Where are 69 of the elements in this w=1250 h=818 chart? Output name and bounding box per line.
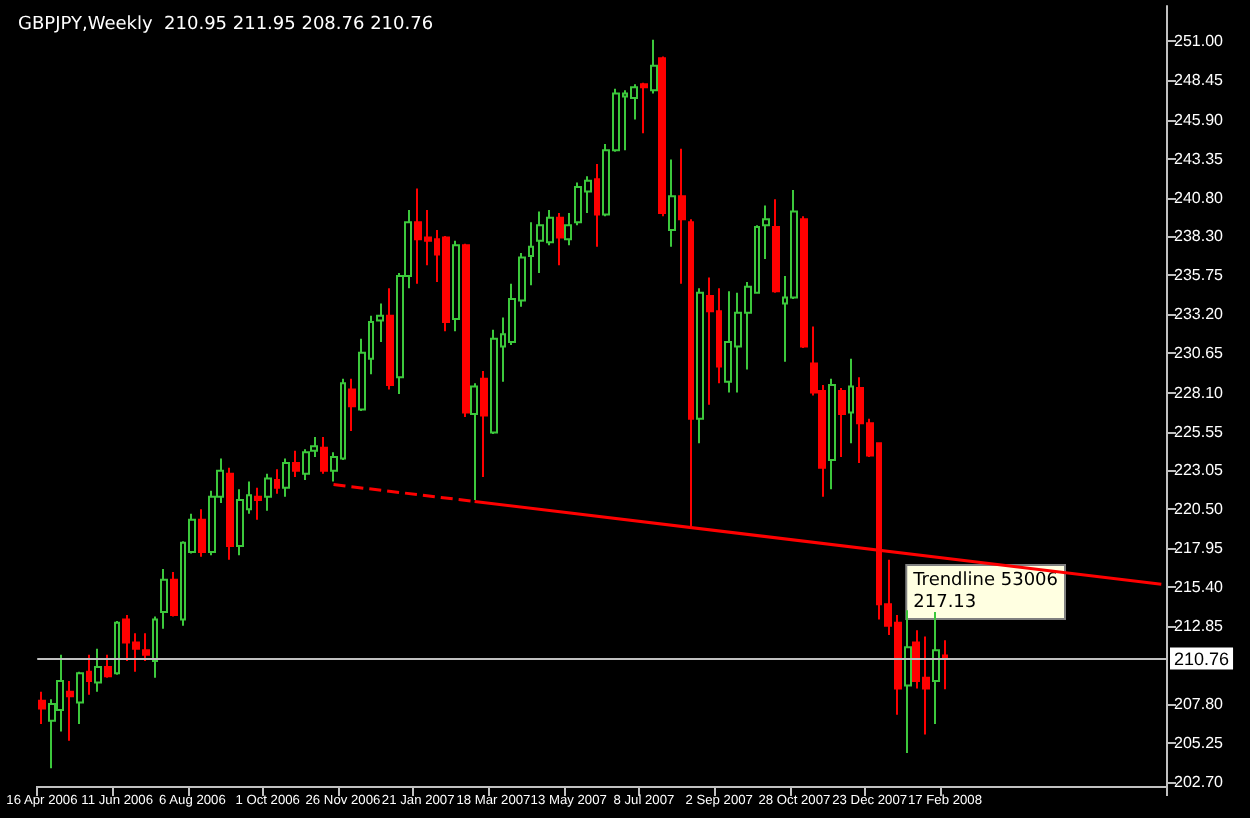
y-tick-label: 228.10 — [1174, 383, 1225, 402]
candlestick — [160, 567, 168, 630]
text: GBPJPY,Weekly 210.95 211.95 208.76 210.76 — [18, 15, 434, 35]
candlestick — [236, 488, 244, 557]
candlestick — [942, 639, 948, 691]
candlestick — [226, 466, 234, 561]
y-tick-label: 223.05 — [1174, 461, 1225, 480]
candlestick — [668, 158, 676, 248]
candlestick — [470, 382, 478, 501]
candlestick — [932, 610, 940, 725]
candlestick — [696, 287, 704, 445]
candlestick — [828, 377, 836, 491]
candlestick — [94, 647, 102, 693]
candlestick — [678, 147, 686, 285]
candlestick — [452, 239, 460, 333]
y-tick-label: 235.75 — [1174, 266, 1225, 285]
y-tick-label: 240.80 — [1174, 188, 1225, 207]
y-tick-label: 233.20 — [1174, 305, 1225, 324]
candlestick — [462, 242, 470, 419]
candlestick — [658, 55, 666, 218]
y-tick-label: 245.90 — [1174, 110, 1225, 129]
candlestick — [114, 620, 120, 676]
candlestick — [104, 653, 112, 679]
y-tick-label: 212.85 — [1174, 617, 1225, 636]
candlestick — [376, 302, 384, 343]
candlestick — [86, 653, 92, 696]
y-tick-label: 251.00 — [1174, 32, 1225, 51]
candlestick — [838, 386, 846, 458]
candlestick — [772, 198, 780, 294]
candlestick — [594, 162, 600, 248]
candlestick — [348, 377, 356, 432]
y-tick-label: 238.30 — [1174, 227, 1225, 246]
y-tick-label: 215.40 — [1174, 578, 1225, 597]
candlestick — [442, 235, 450, 333]
candlestick — [528, 221, 534, 287]
candlestick — [170, 571, 178, 618]
y-tick-label: 205.25 — [1174, 734, 1225, 753]
y-tick-label: 202.70 — [1174, 773, 1225, 792]
candlestick — [564, 212, 572, 247]
candlestick — [706, 276, 714, 406]
candlestick — [800, 215, 808, 350]
ref-line-label: 210.76 — [1174, 648, 1230, 669]
y-tick-label: 225.55 — [1174, 422, 1225, 441]
candlestick — [66, 679, 74, 742]
candlestick — [650, 38, 658, 95]
y-tick-label: 220.50 — [1174, 500, 1225, 519]
candlestick — [556, 212, 564, 267]
candlestick — [198, 508, 206, 558]
y-tick-label: 207.80 — [1174, 694, 1225, 713]
candlestick — [274, 468, 280, 495]
candlestick — [762, 204, 770, 261]
candlestick — [640, 81, 648, 135]
y-tick-label: 230.65 — [1174, 344, 1225, 363]
candlestick — [282, 457, 290, 498]
y-tick-label: 243.35 — [1174, 149, 1225, 168]
candlestick — [254, 486, 262, 521]
candlestick — [264, 472, 272, 512]
candlestick — [76, 670, 84, 725]
candlestick — [292, 449, 300, 478]
candlestick — [386, 287, 394, 391]
candlestick — [848, 357, 854, 445]
candlestick — [320, 436, 328, 475]
y-tick-label: 248.45 — [1174, 71, 1225, 90]
y-tick-label: 217.95 — [1174, 539, 1225, 558]
candlestick — [38, 690, 46, 725]
candlestick — [904, 609, 912, 755]
annotation: Trendline 53006 217.13 — [911, 571, 1059, 613]
candlestick — [480, 370, 488, 478]
candlestick — [152, 615, 158, 679]
